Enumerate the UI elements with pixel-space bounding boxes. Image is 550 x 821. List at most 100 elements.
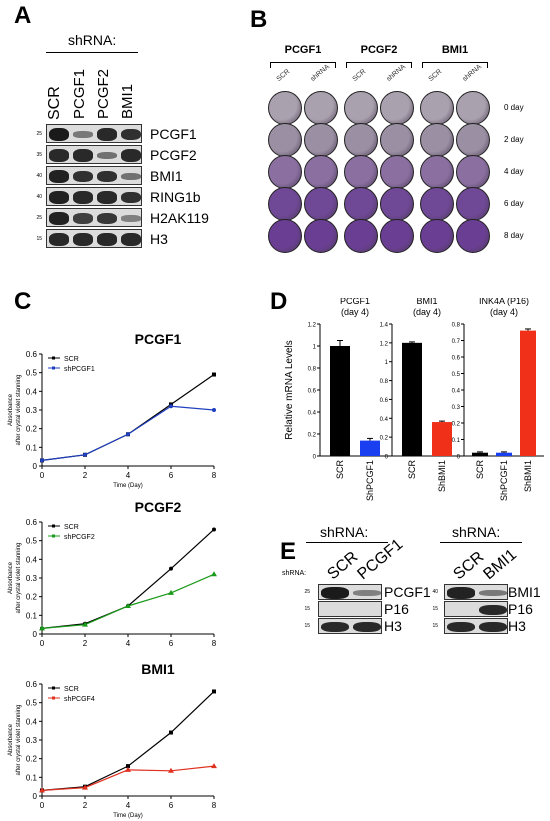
data-point [126,764,130,769]
data-point [212,527,216,532]
y-tick-label: 0 [33,462,38,471]
y-tick-label: 0.4 [26,717,38,726]
legend-entry: SCR [64,524,79,531]
chart-c-pcgf1: PCGF1 0 0.1 0.2 0.3 0.4 0.5 0.6 0 2 4 6 8 Time (Day) A… [8,331,217,489]
data-point [169,566,173,571]
y-axis-label-line: after crystal violet stanning [16,542,22,613]
y-tick-label: 0.6 [380,398,389,404]
data-point [212,408,216,412]
panel-b-well [380,219,414,253]
panel-a-band [49,212,69,225]
y-tick-label: 0.6 [452,356,461,362]
panel-e-right-header: shRNA: [452,524,501,540]
panel-a-band [73,213,93,224]
y-axis-label-line: Absorbance [8,561,14,594]
panel-a-row-label: H2AK119 [150,209,209,226]
data-point [125,766,131,772]
panel-a-blot-h2ak119 [46,208,142,227]
panel-b-well [456,219,490,253]
y-axis-label-line: after crystal violet stanning [16,704,22,775]
panel-a-band [49,170,69,183]
panel-b-sub-label: SCR [427,68,444,83]
panel-a-mw-marker: 35 [36,151,42,158]
panel-a-header-line [46,52,138,53]
series-line-shPCGF2 [41,573,215,629]
bar-chart-subtitle: (day 4) [341,307,369,317]
panel-e-left-blot-pcgf1 [318,584,382,600]
legend-marker [52,366,55,370]
panel-a-row-label: H3 [150,230,168,247]
legend-entry: SCR [64,686,79,693]
panel-b-well [268,91,302,125]
panel-a-mw-marker: 40 [36,193,42,200]
data-point [82,621,88,627]
chart-title: BMI1 [141,661,175,677]
panel-a-band [73,149,93,162]
y-tick-label: 0.2 [308,433,317,439]
data-point [211,763,217,769]
x-axis-label: Time (Day) [113,483,142,489]
panel-b-well [268,187,302,221]
bar-ShBMI1 [432,422,452,456]
panel-e-left-row-label: PCGF1 [384,584,431,600]
panel-a-lane-label: SCR [46,86,63,120]
y-tick-label: 0.8 [452,323,461,329]
panel-e-right-mw-marker: 15 [432,623,438,629]
panel-e-right-blot-h3 [444,618,508,634]
x-tick-label: 2 [83,801,88,810]
legend-entry: shPCGF1 [64,366,95,373]
panel-b-well [380,91,414,125]
y-tick-label: 0 [33,792,38,801]
y-tick-label: 0.1 [452,438,461,444]
panel-a-band [49,149,69,162]
x-axis-label: Time (Day) [113,813,142,819]
x-tick-label: 6 [169,801,174,810]
panel-a-band [121,149,141,162]
panel-a-blot-pcgf1 [46,124,142,143]
panel-b-well [344,123,378,157]
panel-a-band [73,170,93,183]
panel-b-day-label: 4 day [504,167,524,176]
panel-a-mw-marker: 25 [36,214,42,221]
y-tick-label: 0 [457,455,461,461]
panel-b-well [344,187,378,221]
panel-a-row-label: RING1b [150,188,201,205]
x-tick-label: 2 [83,639,88,648]
y-tick-label: 0.1 [26,611,38,620]
panel-a-band [73,191,93,204]
panel-a-lane-label: PCGF1 [71,68,88,119]
panel-a-band [121,191,141,204]
data-point [39,787,45,793]
x-tick-label: 0 [40,471,45,480]
panel-letter-b: B [250,6,268,33]
panel-e-left-band [353,621,381,633]
panel-b-group-title: BMI1 [441,44,469,56]
panel-a-band [97,233,117,246]
panel-e-right-mw-marker: 40 [432,589,438,595]
x-tick-label: 8 [212,801,217,810]
x-tick-label: 4 [126,471,131,480]
panel-a-header: shRNA: [68,32,117,48]
panel-a-blot-ring1b [46,187,142,206]
x-tick-label: 6 [169,639,174,648]
panel-b-day-label: 0 day [504,103,524,112]
panel-e-left-band [321,587,349,599]
panel-e-left-band [353,590,381,596]
y-tick-label: 0.1 [26,773,38,782]
panel-b-well [304,91,338,125]
panel-e-right-band [447,587,475,599]
category-label: ShPCGF1 [499,460,509,501]
category-label: SCR [407,460,417,480]
panel-a-band [121,233,141,246]
y-tick-label: 0.3 [26,574,38,583]
legend-marker [52,524,55,528]
panel-letter-d: D [270,288,288,315]
panel-a-blot-pcgf2 [46,145,142,164]
panel-e-right-row-label: P16 [508,601,533,617]
data-point [126,432,130,437]
legend-entry: shPCGF2 [64,534,95,541]
y-axis-label-line: after crystal violet stanning [16,374,22,445]
panel-e-row-label: shRNA: [282,570,307,577]
